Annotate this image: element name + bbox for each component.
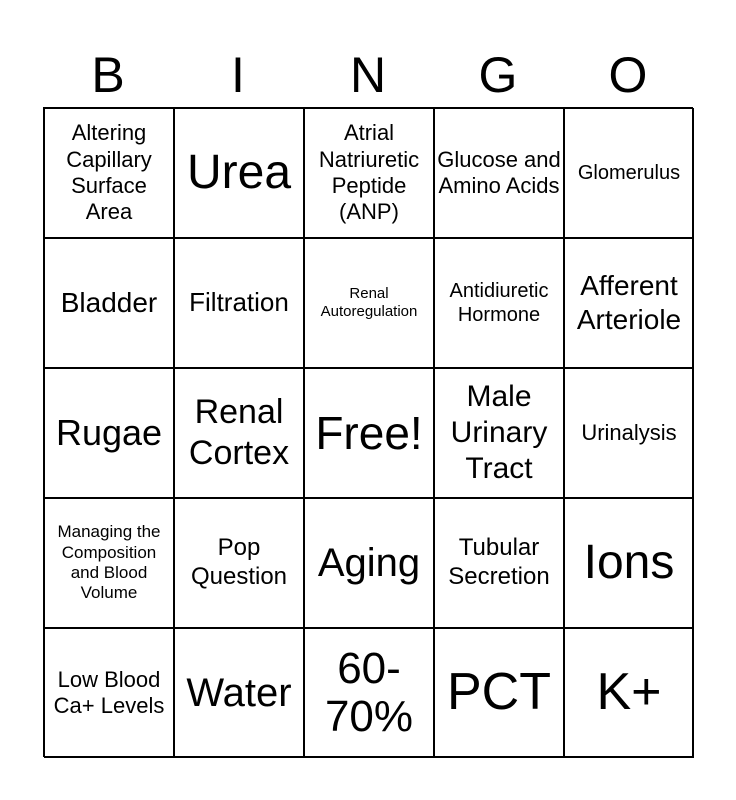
- bingo-header: B I N G O: [43, 45, 693, 105]
- bingo-cell[interactable]: 60-70%: [304, 628, 434, 758]
- bingo-cell[interactable]: Bladder: [44, 238, 174, 368]
- bingo-cell[interactable]: Renal Autoregulation: [304, 238, 434, 368]
- bingo-cell[interactable]: Free!: [304, 368, 434, 498]
- header-letter-o: O: [608, 47, 648, 103]
- header-letter-b: B: [91, 47, 125, 103]
- bingo-cell[interactable]: Pop Question: [174, 498, 304, 628]
- bingo-cell[interactable]: Atrial Natriuretic Peptide (ANP): [304, 108, 434, 238]
- bingo-cell[interactable]: Altering Capillary Surface Area: [44, 108, 174, 238]
- bingo-cell[interactable]: Urea: [174, 108, 304, 238]
- bingo-cell[interactable]: Aging: [304, 498, 434, 628]
- bingo-cell[interactable]: Glucose and Amino Acids: [434, 108, 564, 238]
- bingo-grid: Altering Capillary Surface Area Urea Atria…: [43, 107, 694, 758]
- bingo-cell[interactable]: Filtration: [174, 238, 304, 368]
- bingo-cell[interactable]: Renal Cortex: [174, 368, 304, 498]
- bingo-cell[interactable]: Tubular Secretion: [434, 498, 564, 628]
- bingo-cell[interactable]: Urinalysis: [564, 368, 694, 498]
- bingo-cell[interactable]: Male Urinary Tract: [434, 368, 564, 498]
- bingo-cell[interactable]: PCT: [434, 628, 564, 758]
- bingo-cell[interactable]: Glomerulus: [564, 108, 694, 238]
- bingo-cell[interactable]: Water: [174, 628, 304, 758]
- bingo-cell[interactable]: Rugae: [44, 368, 174, 498]
- bingo-cell[interactable]: Ions: [564, 498, 694, 628]
- header-letter-i: I: [231, 47, 245, 103]
- bingo-cell[interactable]: Managing the Composition and Blood Volum…: [44, 498, 174, 628]
- header-letter-g: G: [478, 47, 518, 103]
- bingo-cell[interactable]: Low Blood Ca+ Levels: [44, 628, 174, 758]
- header-letter-n: N: [349, 47, 387, 103]
- bingo-cell[interactable]: Antidiuretic Hormone: [434, 238, 564, 368]
- bingo-cell[interactable]: K+: [564, 628, 694, 758]
- bingo-cell[interactable]: Afferent Arteriole: [564, 238, 694, 368]
